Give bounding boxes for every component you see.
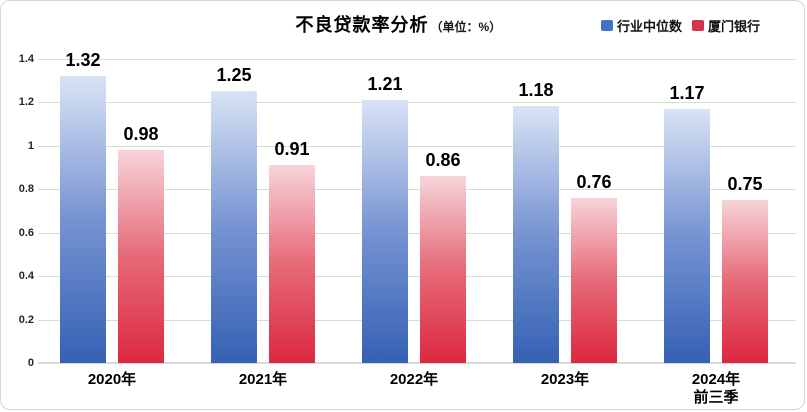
value-label-series1-cat0: 0.98 (123, 123, 159, 144)
legend-swatch-icon (691, 20, 704, 31)
y-axis-tick-label: 1.2 (18, 96, 34, 108)
bar-series0-cat3 (513, 106, 559, 363)
x-axis-baseline (38, 362, 796, 364)
chart-title: 不良贷款率分析 （单位：%） (296, 11, 502, 37)
bar-series0-cat4 (664, 108, 710, 363)
value-label-series1-cat1: 0.91 (274, 139, 310, 160)
x-axis-category-label: 2020年 (87, 371, 137, 388)
x-axis-category-label: 2021年 (238, 371, 288, 388)
chart-title-unit: （单位：%） (430, 20, 502, 34)
bar-series0-cat2 (362, 99, 408, 363)
legend-item-1[interactable]: 厦门银行 (691, 16, 760, 35)
gridline (38, 58, 796, 60)
legend-item-0[interactable]: 行业中位数 (600, 16, 682, 35)
value-label-series1-cat4: 0.75 (727, 173, 763, 194)
gridline (38, 232, 796, 234)
legend-swatch-icon (600, 20, 613, 31)
bar-series1-cat0 (118, 149, 164, 363)
legend-label: 行业中位数 (616, 19, 682, 34)
gridline (38, 319, 796, 321)
y-axis-tick-label: 0 (27, 357, 34, 369)
x-axis-category-label: 2023年 (540, 371, 590, 388)
bar-series1-cat4 (722, 199, 768, 363)
value-label-series1-cat2: 0.86 (425, 149, 461, 170)
gridline (38, 102, 796, 103)
chart-title-text: 不良贷款率分析 (295, 15, 429, 35)
gridline (38, 189, 796, 190)
legend-label: 厦门银行 (707, 19, 760, 34)
bar-series0-cat1 (211, 91, 257, 363)
bar-series1-cat3 (571, 197, 617, 363)
value-label-series0-cat4: 1.17 (669, 82, 705, 103)
y-axis-tick-label: 1.4 (18, 52, 34, 65)
x-axis-category-label: 2024年 前三季 (691, 371, 741, 406)
bar-series1-cat1 (269, 165, 315, 363)
value-label-series1-cat3: 0.76 (576, 171, 612, 192)
gridline (38, 145, 796, 147)
legend: 行业中位数 厦门银行 (600, 16, 760, 35)
bar-series1-cat2 (420, 175, 466, 363)
y-axis-tick-label: 0.2 (18, 313, 34, 326)
bar-series0-cat0 (60, 75, 106, 363)
value-label-series0-cat0: 1.32 (65, 49, 101, 70)
x-axis-category-label: 2022年 (389, 371, 439, 388)
gridline (38, 276, 796, 277)
value-label-series0-cat1: 1.25 (216, 65, 252, 86)
y-axis-tick-label: 0.6 (18, 226, 34, 239)
value-label-series0-cat2: 1.21 (367, 73, 403, 94)
value-label-series0-cat3: 1.18 (518, 80, 554, 101)
y-axis-tick-label: 0.4 (18, 270, 34, 282)
y-axis-tick-label: 1 (27, 139, 34, 152)
y-axis-tick-label: 0.8 (18, 183, 34, 195)
